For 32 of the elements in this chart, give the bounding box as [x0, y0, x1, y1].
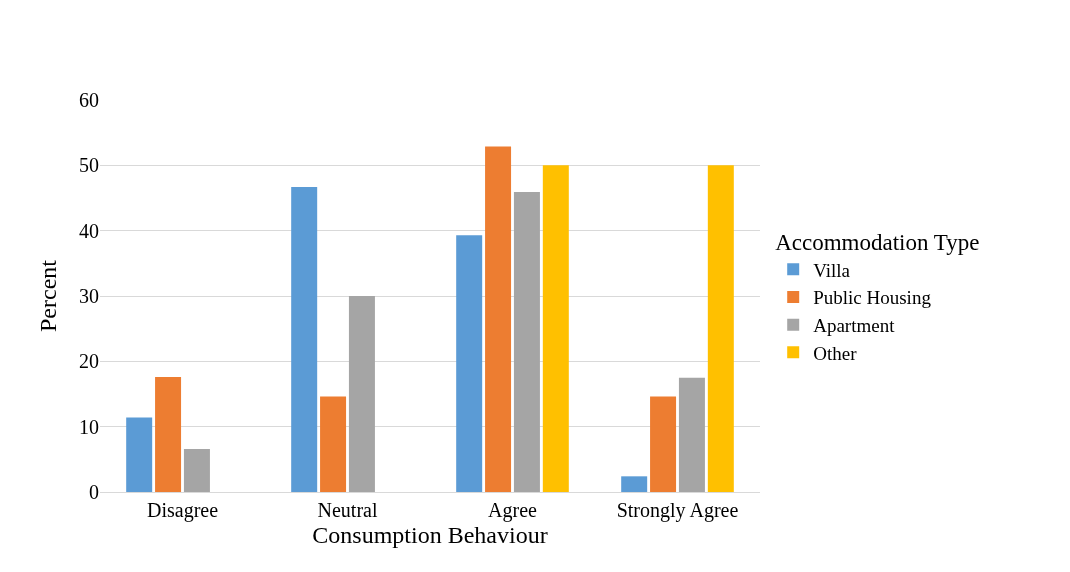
legend-label: Public Housing — [813, 287, 932, 309]
bar — [456, 235, 483, 492]
bar — [291, 186, 318, 492]
bar — [155, 377, 182, 492]
y-tick-label: 40 — [79, 219, 99, 242]
legend-label: Other — [813, 342, 858, 364]
bar — [320, 396, 347, 492]
x-axis-title: Consumption Behaviour — [312, 522, 548, 549]
bar — [485, 146, 512, 492]
y-tick-label: 20 — [79, 350, 99, 373]
x-tick-label: Disagree — [146, 499, 219, 522]
bar — [513, 192, 540, 492]
y-tick-label: 50 — [79, 154, 99, 177]
y-axis-title: Percent — [35, 259, 62, 332]
bar — [348, 296, 375, 492]
bar — [183, 448, 210, 492]
x-tick-label: Neutral — [317, 499, 378, 521]
bar — [542, 165, 569, 492]
x-tick-label: Strongly Agree — [616, 499, 739, 522]
bar — [126, 417, 153, 492]
legend-title: Accommodation Type — [775, 230, 980, 256]
legend-label: Villa — [813, 259, 851, 281]
bar — [650, 396, 677, 492]
bar — [707, 165, 734, 492]
x-tick-label: Agree — [488, 499, 538, 522]
y-tick-label: 60 — [79, 89, 99, 111]
y-tick-label: 0 — [89, 481, 99, 503]
legend-label: Apartment — [813, 315, 896, 337]
bar — [678, 377, 705, 492]
y-tick-label: 30 — [79, 285, 99, 307]
bar — [621, 476, 648, 492]
y-tick-label: 10 — [79, 415, 99, 438]
